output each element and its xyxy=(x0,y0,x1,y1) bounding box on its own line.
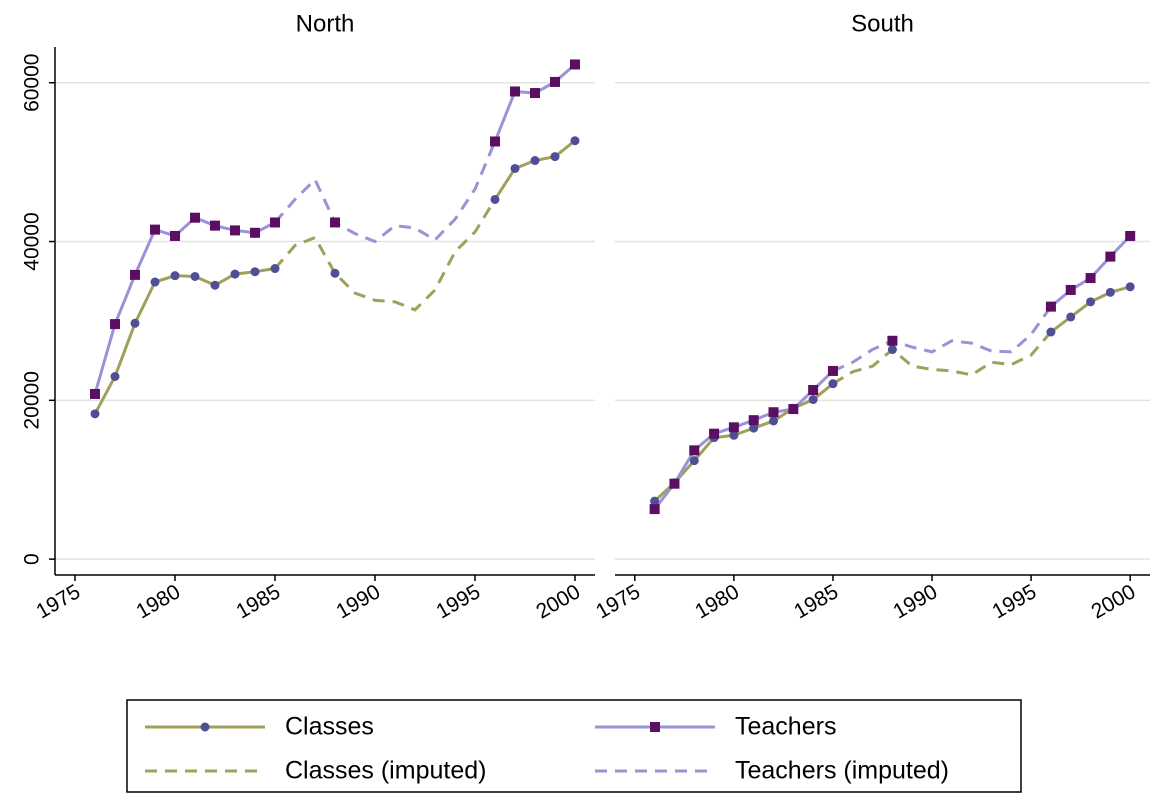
y-tick-label: 40000 xyxy=(21,212,44,270)
point xyxy=(550,152,560,162)
point xyxy=(250,227,260,238)
point xyxy=(689,456,699,466)
y-tick-label: 20000 xyxy=(21,371,44,429)
point xyxy=(1045,301,1056,312)
point xyxy=(650,496,660,506)
point xyxy=(510,86,520,97)
point xyxy=(190,271,200,281)
imputed-line xyxy=(273,140,497,244)
point xyxy=(808,385,819,396)
x-tick-label: 1975 xyxy=(32,580,84,623)
legend-label: Teachers xyxy=(735,713,836,741)
point xyxy=(1046,327,1056,337)
point xyxy=(190,212,200,223)
x-tick-label: 1990 xyxy=(332,580,384,623)
legend-marker xyxy=(650,722,660,732)
x-tick-label: 1985 xyxy=(232,580,284,623)
point xyxy=(1086,297,1096,307)
point xyxy=(530,156,540,166)
point xyxy=(1105,287,1115,297)
point xyxy=(1066,312,1076,322)
data-line xyxy=(93,63,576,395)
point xyxy=(130,269,140,280)
point xyxy=(709,428,720,439)
x-tick-label: 1985 xyxy=(790,580,842,623)
legend-marker xyxy=(200,722,210,732)
point xyxy=(1065,284,1076,295)
point xyxy=(130,318,140,328)
y-tick-label: 0 xyxy=(21,553,44,565)
point xyxy=(808,395,818,405)
point xyxy=(90,388,100,399)
point xyxy=(510,163,520,173)
panel-title: North xyxy=(296,10,355,37)
point xyxy=(689,445,700,456)
legend-label: Teachers (imputed) xyxy=(735,757,949,785)
data-line xyxy=(653,234,1132,511)
x-tick-label: 1995 xyxy=(988,580,1040,623)
point xyxy=(550,76,560,87)
point xyxy=(490,194,500,204)
point xyxy=(1125,230,1136,241)
point xyxy=(748,415,759,426)
legend-label: Classes (imputed) xyxy=(285,757,486,785)
point xyxy=(530,88,540,99)
x-tick-label: 2000 xyxy=(532,580,584,623)
point xyxy=(570,59,580,70)
point xyxy=(827,365,838,376)
point xyxy=(1105,251,1116,262)
imputed-line xyxy=(273,198,497,312)
point xyxy=(749,423,759,433)
point xyxy=(210,280,220,290)
point xyxy=(728,422,739,433)
legend-label: Classes xyxy=(285,713,374,741)
panel-title: South xyxy=(851,10,914,37)
point xyxy=(150,277,160,287)
point xyxy=(230,225,240,236)
point xyxy=(887,335,898,346)
x-tick-label: 1980 xyxy=(132,580,184,623)
y-tick-label: 60000 xyxy=(21,54,44,112)
point xyxy=(150,224,160,235)
point xyxy=(828,379,838,389)
point xyxy=(649,504,660,515)
point xyxy=(570,136,580,146)
point xyxy=(170,271,180,281)
point xyxy=(270,217,280,228)
point xyxy=(270,264,280,274)
point xyxy=(1125,282,1135,292)
point xyxy=(330,217,340,228)
point xyxy=(170,230,180,241)
point xyxy=(769,416,779,426)
point xyxy=(110,372,120,382)
point xyxy=(230,269,240,279)
x-tick-label: 1975 xyxy=(592,580,644,623)
point xyxy=(768,407,779,418)
point xyxy=(210,220,220,231)
x-tick-label: 1980 xyxy=(691,580,743,623)
imputed-line xyxy=(832,305,1053,373)
point xyxy=(729,430,739,440)
point xyxy=(887,345,897,355)
data-line xyxy=(653,285,1131,503)
point xyxy=(90,409,100,419)
point xyxy=(669,478,680,489)
legend-box xyxy=(126,699,1022,793)
imputed-line xyxy=(832,331,1053,385)
x-tick-label: 1995 xyxy=(432,580,484,623)
x-tick-label: 1990 xyxy=(889,580,941,623)
point xyxy=(490,136,500,147)
point xyxy=(250,267,260,277)
point xyxy=(110,319,120,330)
point xyxy=(1085,273,1096,284)
x-tick-label: 2000 xyxy=(1087,580,1139,623)
point xyxy=(788,404,799,415)
point xyxy=(330,268,340,278)
